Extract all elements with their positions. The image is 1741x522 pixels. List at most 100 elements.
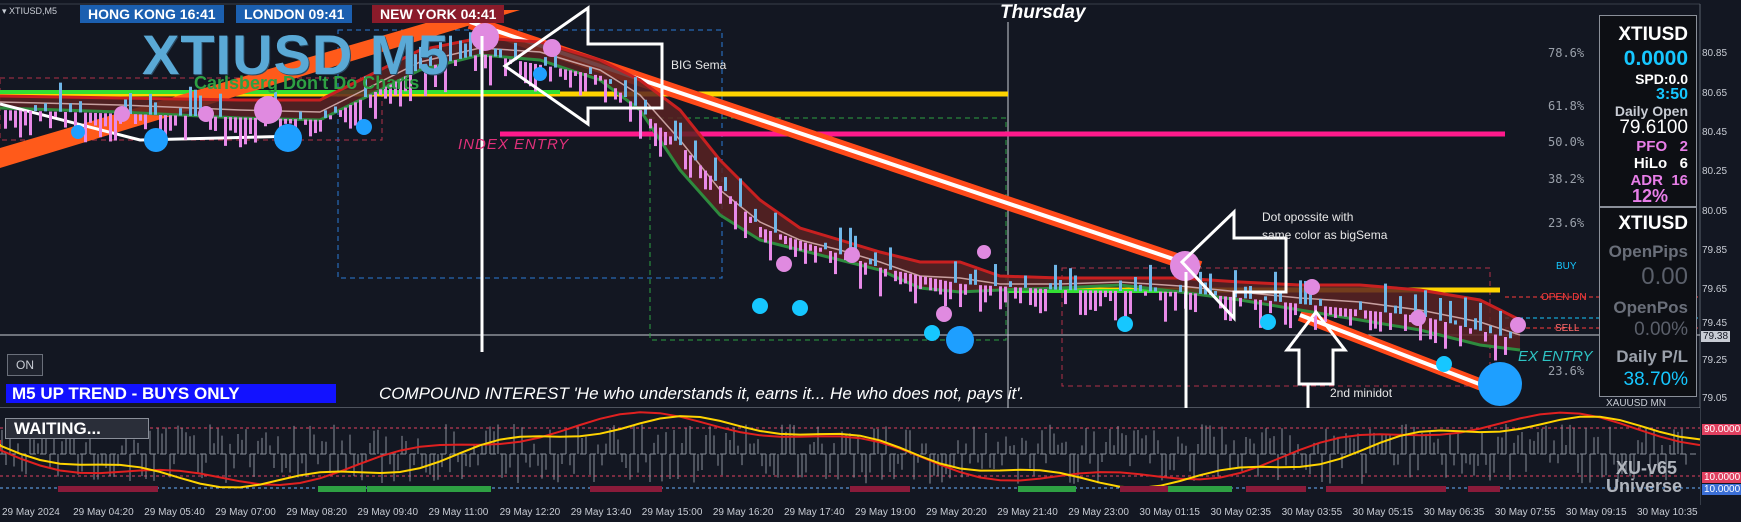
candle bbox=[1339, 307, 1342, 317]
candle bbox=[1444, 322, 1447, 349]
candle bbox=[579, 72, 582, 96]
x-tick: 30 May 05:15 bbox=[1352, 507, 1414, 518]
panel2-daily-pl-label: Daily P/L bbox=[1616, 347, 1688, 366]
y-tick-5: 80.05 bbox=[1702, 206, 1728, 217]
candle bbox=[639, 110, 642, 139]
candle bbox=[1024, 275, 1027, 288]
candle bbox=[954, 261, 957, 283]
candle bbox=[754, 208, 757, 222]
x-tick: 29 May 13:40 bbox=[570, 507, 632, 518]
signal-dot bbox=[1436, 356, 1452, 372]
left-arrow-dot-opposite bbox=[1179, 208, 1288, 322]
candle bbox=[1114, 290, 1117, 321]
signal-dot bbox=[71, 125, 85, 139]
candle bbox=[1214, 291, 1217, 296]
candle bbox=[1414, 294, 1417, 316]
x-tick: 29 May 15:00 bbox=[641, 507, 703, 518]
candle bbox=[24, 110, 27, 126]
candle bbox=[919, 275, 922, 289]
candle bbox=[1364, 310, 1367, 319]
signal-dot bbox=[1260, 314, 1276, 330]
panel1-daily-open-label: Daily Open bbox=[1614, 103, 1688, 119]
fib-236: 23.6% bbox=[1548, 216, 1585, 230]
candle bbox=[1029, 288, 1032, 306]
x-tick: 29 May 11:00 bbox=[428, 507, 489, 518]
candle bbox=[1139, 284, 1142, 292]
candle bbox=[779, 234, 782, 240]
signal-dot bbox=[946, 326, 974, 354]
candle bbox=[1439, 298, 1442, 321]
candle bbox=[79, 101, 82, 113]
candle bbox=[49, 111, 52, 129]
y-tick-9: 79.25 bbox=[1702, 355, 1728, 366]
candle bbox=[1059, 279, 1062, 290]
fib-786: 78.6% bbox=[1548, 46, 1585, 60]
candle bbox=[739, 178, 742, 207]
candle bbox=[1144, 291, 1147, 296]
y-tick-10: 79.05 bbox=[1702, 393, 1728, 404]
y-tick-3: 80.45 bbox=[1702, 127, 1728, 138]
on-button[interactable]: ON bbox=[7, 354, 43, 376]
candle bbox=[1404, 314, 1407, 331]
candle bbox=[289, 119, 292, 124]
day-label: Thursday bbox=[1000, 2, 1086, 23]
status-waiting: WAITING... bbox=[5, 418, 149, 439]
candle bbox=[834, 252, 837, 275]
candle bbox=[39, 111, 42, 122]
x-tick: 30 May 01:15 bbox=[1139, 507, 1200, 518]
candle bbox=[169, 115, 172, 131]
candle bbox=[904, 272, 907, 284]
candle bbox=[564, 69, 567, 80]
candle bbox=[99, 113, 102, 138]
panel1-pfo: PFO 2 bbox=[1636, 138, 1688, 155]
candle bbox=[1064, 290, 1067, 305]
candle bbox=[989, 285, 992, 296]
candle bbox=[154, 102, 157, 115]
candle bbox=[1399, 296, 1402, 314]
candle bbox=[74, 112, 77, 131]
signal-dot bbox=[1510, 317, 1526, 333]
candle bbox=[254, 117, 257, 143]
candle bbox=[529, 62, 532, 87]
buy-level-label: BUY bbox=[1556, 261, 1577, 272]
candle bbox=[594, 74, 597, 85]
osc-tick-90: 90.0000 bbox=[1702, 424, 1741, 435]
orange-trendband-left bbox=[0, 10, 520, 168]
candle bbox=[624, 80, 627, 97]
candle bbox=[499, 49, 502, 58]
osc-block bbox=[850, 486, 910, 492]
candle bbox=[1089, 290, 1092, 310]
candle bbox=[614, 88, 617, 100]
candle bbox=[1069, 268, 1072, 291]
x-tick: 29 May 09:40 bbox=[357, 507, 419, 518]
candle bbox=[1299, 280, 1302, 304]
candle bbox=[369, 94, 372, 108]
signal-dot bbox=[936, 306, 952, 322]
candle bbox=[1319, 298, 1322, 306]
candle bbox=[864, 262, 867, 275]
candle bbox=[194, 89, 197, 117]
candle bbox=[44, 103, 47, 112]
osc-block bbox=[318, 486, 366, 492]
candle bbox=[994, 264, 997, 287]
candle bbox=[379, 89, 382, 96]
panel1-spread: SPD:0.0 bbox=[1635, 71, 1688, 87]
candle bbox=[54, 111, 57, 117]
candle bbox=[334, 106, 337, 113]
universe-label: Universe bbox=[1606, 476, 1683, 496]
candle bbox=[1389, 312, 1392, 330]
x-tick: 29 May 12:20 bbox=[499, 507, 561, 518]
osc-block bbox=[1246, 486, 1306, 492]
x-tick: 30 May 07:55 bbox=[1494, 507, 1556, 518]
candle bbox=[909, 273, 912, 292]
candle bbox=[309, 119, 312, 137]
candle bbox=[734, 201, 737, 230]
candle bbox=[409, 73, 412, 102]
x-tick: 29 May 05:40 bbox=[144, 507, 205, 518]
trend-banner: M5 UP TREND - BUYS ONLY bbox=[6, 384, 336, 403]
candle bbox=[1189, 292, 1192, 310]
candle bbox=[1044, 289, 1047, 312]
candle bbox=[934, 278, 937, 292]
signal-dot bbox=[254, 96, 282, 124]
